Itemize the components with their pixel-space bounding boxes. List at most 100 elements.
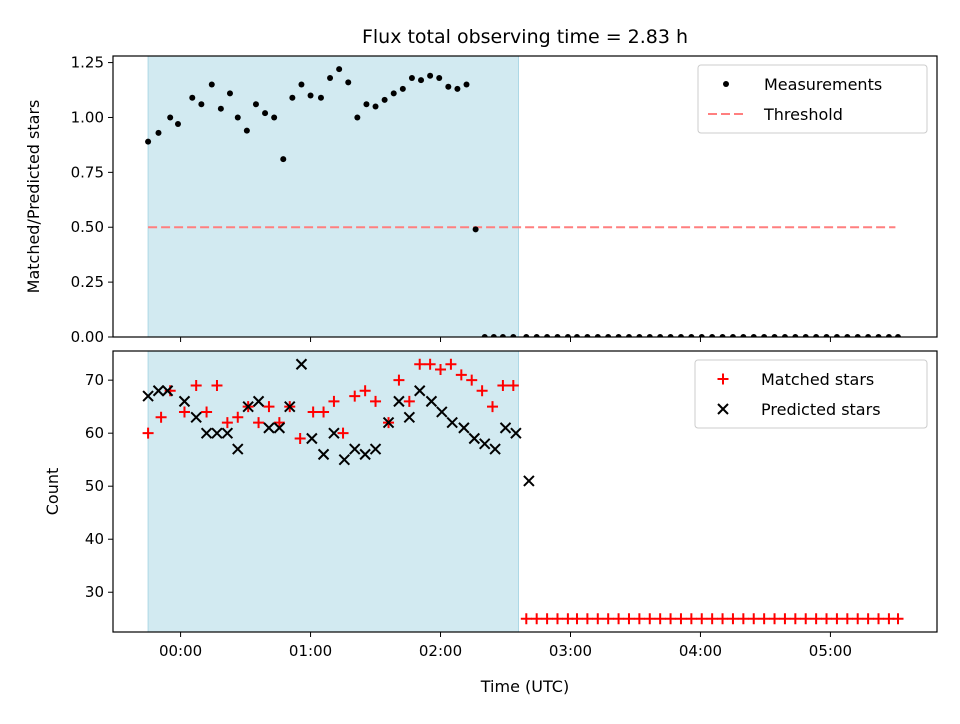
data-point — [208, 81, 215, 88]
legend-box — [694, 359, 928, 429]
data-point — [490, 334, 497, 337]
data-point — [427, 72, 434, 79]
data-point — [424, 358, 436, 370]
data-point — [771, 334, 778, 337]
data-point — [487, 401, 499, 413]
data-point — [507, 379, 519, 391]
data-point — [719, 334, 726, 337]
data-point — [458, 422, 470, 434]
data-point — [813, 334, 820, 337]
bottom-chart-star-counts: 30 40 50 60 70 00:00 01:00 02:00 03:00 04:00 05:00… — [43, 350, 938, 696]
data-point — [317, 448, 330, 461]
data-point — [190, 379, 202, 391]
series-measurements — [145, 66, 902, 337]
x-axis-label: Time (UTC) — [480, 677, 569, 696]
legend: Measurements Threshold — [697, 64, 928, 134]
data-point — [167, 114, 174, 121]
data-point — [615, 334, 622, 337]
data-point — [520, 613, 532, 625]
data-point — [584, 334, 591, 337]
data-point — [665, 613, 677, 625]
data-point — [479, 438, 491, 450]
data-point — [317, 94, 324, 101]
data-point — [263, 422, 275, 434]
data-point — [414, 385, 426, 397]
data-point — [717, 613, 729, 625]
data-point — [644, 613, 656, 625]
data-point — [306, 432, 318, 445]
series-matched-stars — [142, 358, 904, 625]
data-point — [211, 427, 223, 439]
data-point — [455, 369, 467, 381]
data-point — [372, 103, 379, 110]
data-point — [359, 448, 371, 461]
legend-marker-x — [717, 403, 729, 415]
data-point — [152, 385, 165, 397]
data-point — [307, 406, 319, 418]
data-point — [727, 613, 739, 625]
data-point — [841, 613, 853, 625]
data-point — [198, 101, 205, 108]
data-point — [273, 422, 286, 434]
data-point — [217, 105, 224, 112]
data-point — [211, 379, 223, 391]
data-point — [318, 406, 330, 418]
data-point — [232, 411, 244, 423]
data-point — [761, 334, 768, 337]
data-point — [161, 385, 174, 397]
y-tick-label: 0.00 — [71, 328, 104, 346]
data-point — [677, 334, 684, 337]
data-point — [895, 334, 902, 337]
legend-label: Matched stars — [761, 370, 874, 389]
data-point — [221, 427, 234, 439]
data-point — [242, 400, 254, 413]
data-point — [497, 379, 509, 391]
legend-marker-plus — [717, 373, 729, 385]
x-tick-label: 05:00 — [809, 642, 852, 660]
data-point — [706, 613, 718, 625]
data-point — [675, 613, 687, 625]
data-point — [709, 334, 716, 337]
data-point — [821, 613, 833, 625]
data-point — [232, 443, 244, 455]
data-point — [531, 613, 543, 625]
data-point — [623, 613, 635, 625]
data-point — [481, 334, 488, 337]
data-point — [408, 74, 415, 81]
data-point — [446, 416, 458, 429]
data-point — [823, 334, 830, 337]
data-point — [403, 395, 415, 407]
data-point — [337, 427, 349, 439]
data-point — [436, 74, 443, 81]
data-point — [381, 96, 388, 103]
data-point — [844, 334, 851, 337]
data-point — [174, 121, 181, 128]
data-point — [243, 127, 250, 134]
data-point — [564, 334, 571, 337]
legend-label: Threshold — [763, 105, 843, 124]
top-chart-flux-ratio: 0.00 0.25 0.50 0.75 1.00 1.25 Flux total obser… — [24, 26, 938, 346]
y-tick-label: 0.50 — [71, 218, 104, 236]
data-point — [445, 83, 452, 90]
data-point — [271, 114, 278, 121]
data-point — [667, 334, 674, 337]
data-point — [685, 613, 697, 625]
data-point — [403, 411, 416, 423]
data-point — [263, 401, 275, 413]
data-point — [418, 77, 425, 84]
y-tick-label: 30 — [85, 583, 104, 601]
data-point — [393, 395, 405, 408]
data-point — [284, 400, 296, 413]
data-point — [190, 411, 202, 423]
shaded-observing-span — [147, 55, 520, 338]
data-point — [354, 114, 361, 121]
legend-box — [697, 64, 928, 134]
data-point — [750, 334, 757, 337]
legend: Matched stars Predicted stars — [694, 359, 928, 429]
data-point — [533, 334, 540, 337]
data-point — [654, 613, 666, 625]
data-point — [541, 613, 553, 625]
data-point — [345, 79, 352, 86]
plot-area — [142, 358, 904, 625]
